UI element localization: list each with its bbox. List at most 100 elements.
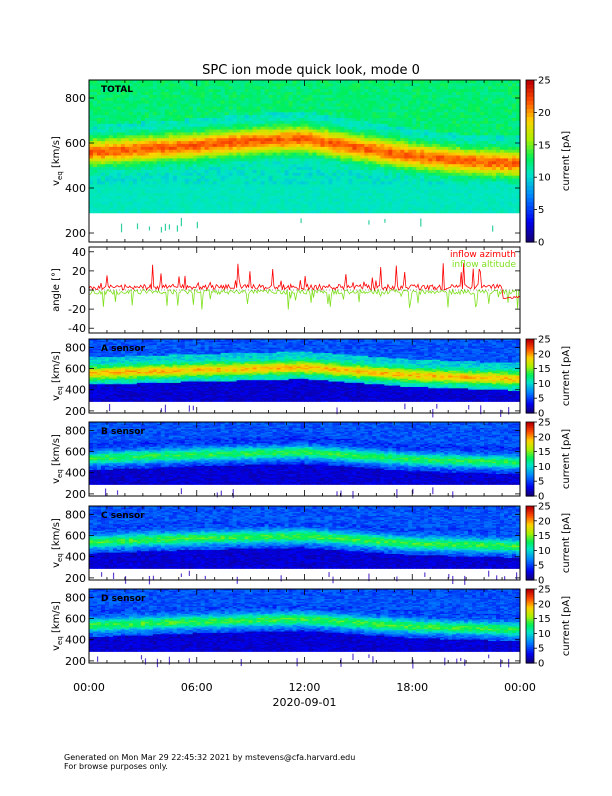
heatmap-cell [468,97,472,100]
heatmap-cell [408,115,412,118]
heatmap-cell [368,112,372,115]
heatmap-cell [372,138,376,141]
heatmap-cell [512,146,516,149]
heatmap-cell [173,92,177,95]
heatmap-cell [344,92,348,95]
heatmap-cell [360,175,364,178]
heatmap-cell [201,115,205,118]
heatmap-cell [332,115,336,118]
heatmap-cell [500,103,504,106]
heatmap-cell [117,112,121,115]
heatmap-cell [448,198,452,201]
heatmap-cell [400,129,404,132]
heatmap-cell [308,141,312,144]
heatmap-cell [464,169,468,172]
heatmap-cell [125,155,129,158]
heatmap-cell [328,181,332,184]
heatmap-cell [161,94,165,97]
heatmap-cell [257,152,261,155]
heatmap-cell [376,129,380,132]
heatmap-cell [281,138,285,141]
heatmap-cell [161,89,165,92]
heatmap-cell [305,97,309,100]
heatmap-cell [472,132,476,135]
heatmap-cell [372,109,376,112]
heatmap-cell [444,201,448,204]
heatmap-cell [372,210,376,213]
heatmap-cell [456,109,460,112]
heatmap-cell [97,178,101,181]
heatmap-cell [424,201,428,204]
heatmap-cell [217,115,221,118]
heatmap-cell [380,195,384,198]
heatmap-cell [265,143,269,146]
heatmap-cell [229,115,233,118]
heatmap-cell [173,138,177,141]
heatmap-cell [181,204,185,207]
heatmap-cell [504,181,508,184]
heatmap-cell [221,184,225,187]
heatmap-cell [392,123,396,126]
heatmap-cell [273,172,277,175]
heatmap-cell [105,158,109,161]
heatmap-cell [460,106,464,109]
heatmap-cell [281,167,285,170]
heatmap-cell [504,126,508,129]
heatmap-cell [177,210,181,213]
heatmap-cell [424,164,428,167]
heatmap-cell [368,149,372,152]
heatmap-cell [165,181,169,184]
heatmap-cell [237,164,241,167]
heatmap-cell [129,178,133,181]
heatmap-cell [472,94,476,97]
heatmap-cell [464,129,468,132]
heatmap-cell [488,201,492,204]
heatmap-cell [245,118,249,121]
heatmap-cell [297,129,301,132]
heatmap-cell [432,169,436,172]
heatmap-cell [380,132,384,135]
heatmap-cell [400,207,404,210]
heatmap-cell [372,89,376,92]
heatmap-cell [233,210,237,213]
heatmap-cell [193,161,197,164]
heatmap-cell [221,106,225,109]
heatmap-cell [305,112,309,115]
heatmap-cell [500,167,504,170]
heatmap-cell [400,167,404,170]
heatmap-cell [269,155,273,158]
heatmap-cell [165,193,169,196]
heatmap-cell [133,181,137,184]
heatmap-cell [133,129,137,132]
heatmap-cell [261,106,265,109]
heatmap-cell [420,201,424,204]
heatmap-cell [472,195,476,198]
heatmap-cell [273,152,277,155]
heatmap-cell [169,193,173,196]
heatmap-cell [388,132,392,135]
heatmap-cell [476,115,480,118]
heatmap-cell [408,161,412,164]
heatmap-cell [496,115,500,118]
heatmap-cell [500,135,504,138]
heatmap-cell [141,138,145,141]
heatmap-cell [209,97,213,100]
heatmap-cell [444,118,448,121]
heatmap-cell [428,118,432,121]
heatmap-cell [161,187,165,190]
heatmap-cell [392,187,396,190]
heatmap-cell [388,152,392,155]
heatmap-cell [169,158,173,161]
heatmap-cell [508,94,512,97]
heatmap-cell [213,103,217,106]
colorbar-cell [526,206,534,211]
heatmap-cell [328,198,332,201]
heatmap-cell [504,80,508,83]
heatmap-cell [169,164,173,167]
heatmap-cell [316,109,320,112]
heatmap-cell [129,204,133,207]
heatmap-cell [209,123,213,126]
heatmap-cell [316,89,320,92]
heatmap-cell [245,135,249,138]
heatmap-cell [344,143,348,146]
